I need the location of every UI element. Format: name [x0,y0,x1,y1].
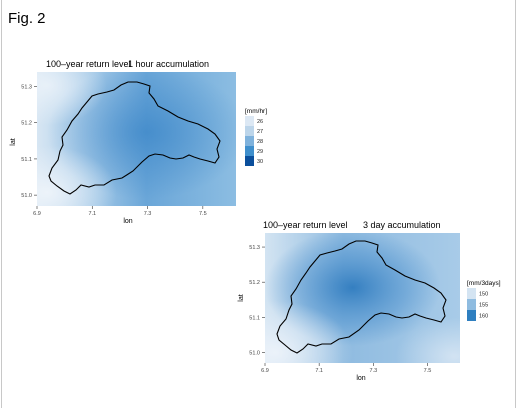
x-tick-label: 7.3 [370,368,378,374]
catchment-outline [276,240,447,354]
y-tick-label: 51.0 [249,350,260,356]
frame-rule-left [1,0,2,408]
y-tick-label: 51.2 [21,121,32,127]
heatmap-cool-se [265,233,460,363]
x-tick-label: 7.1 [315,368,323,374]
legend-title: [mm/hr] [245,108,267,115]
legend-title: [mm/3days] [467,280,501,287]
x-tick-label: 6.9 [33,211,41,217]
y-tick-label: 51.1 [249,315,260,321]
y-axis-label: lat [10,138,17,145]
y-tick-label: 51.2 [249,280,260,286]
y-tick-label: 51.1 [21,157,32,163]
x-axis-label: lon [123,218,132,225]
catchment-outline [48,81,221,195]
y-tick-label: 51.3 [21,84,32,90]
x-tick-label: 7.1 [88,211,96,217]
x-axis-label: lon [356,375,365,382]
legend-swatch [245,156,254,166]
y-tick-label: 51.0 [21,193,32,199]
legend-label: 30 [257,159,263,165]
title-left: 100–year return level [46,59,131,69]
title-right: 3 day accumulation [363,220,441,230]
legend-swatch [467,310,476,321]
heatmap-cool-nw [37,72,236,206]
legend-label: 29 [257,149,263,155]
x-tick-label: 7.5 [199,211,207,217]
legend-label: 26 [257,119,263,125]
x-tick-label: 7.5 [424,368,432,374]
legend-swatch [245,146,254,156]
y-tick-label: 51.3 [249,245,260,251]
y-axis-label: lat [238,294,245,301]
title-left: 100–year return level [263,220,348,230]
x-tick-label: 6.9 [261,368,269,374]
legend-swatch [245,136,254,146]
title-right: 1 hour accumulation [128,59,209,69]
legend-swatch [245,126,254,136]
frame-rule-right [515,0,516,408]
legend-swatch [467,288,476,299]
figure-label: Fig. 2 [8,10,46,27]
legend-label: 27 [257,129,263,135]
legend-swatch [467,299,476,310]
x-tick-label: 7.3 [144,211,152,217]
legend-label: 150 [479,292,488,298]
legend-label: 155 [479,303,488,309]
legend-label: 160 [479,314,488,320]
legend-label: 28 [257,139,263,145]
legend-swatch [245,116,254,126]
